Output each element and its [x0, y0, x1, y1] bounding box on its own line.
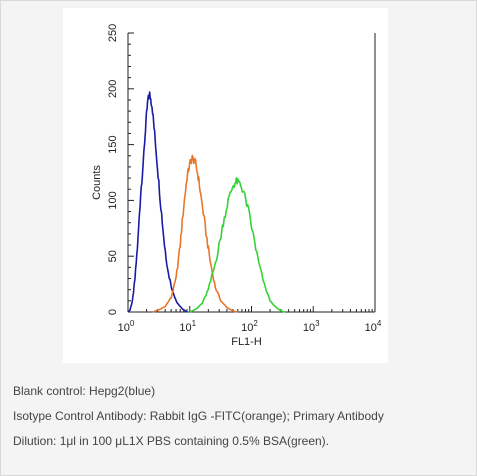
flow-cytometry-histogram: 0 50 100 150 200 250 100 101 102 103 104 FL1-H Count… [91, 24, 382, 348]
y-tick-label: 100 [107, 191, 119, 209]
caption-dilution: Dilution: 1μl in 100 μL1X PBS containing… [13, 434, 330, 448]
caption-blank-control: Blank control: Hepg2(blue) [13, 384, 156, 398]
y-tick-label: 50 [107, 250, 119, 262]
x-tick-label: 102 [241, 319, 258, 334]
y-axis-title: Counts [91, 165, 103, 200]
histogram-figure: 0 50 100 150 200 250 100 101 102 103 104 FL1-H Count… [63, 8, 388, 363]
figure-caption: Blank control: Hepg2(blue) Isotype Contr… [13, 379, 468, 454]
caption-isotype-control: Isotype Control Antibody: Rabbit IgG -FI… [13, 409, 384, 423]
series-line-2 [152, 154, 238, 313]
x-tick-label: 103 [303, 319, 320, 334]
x-tick-label: 101 [179, 319, 196, 334]
x-axis-title: FL1-H [231, 336, 262, 348]
series-line-3 [189, 177, 286, 313]
y-tick-label: 250 [107, 24, 119, 42]
series-line-1 [127, 91, 188, 313]
y-tick-label: 200 [107, 80, 119, 98]
x-tick-label: 100 [118, 319, 135, 334]
y-tick-label: 150 [107, 135, 119, 153]
y-tick-label: 0 [107, 309, 119, 315]
x-tick-label: 104 [365, 319, 382, 334]
